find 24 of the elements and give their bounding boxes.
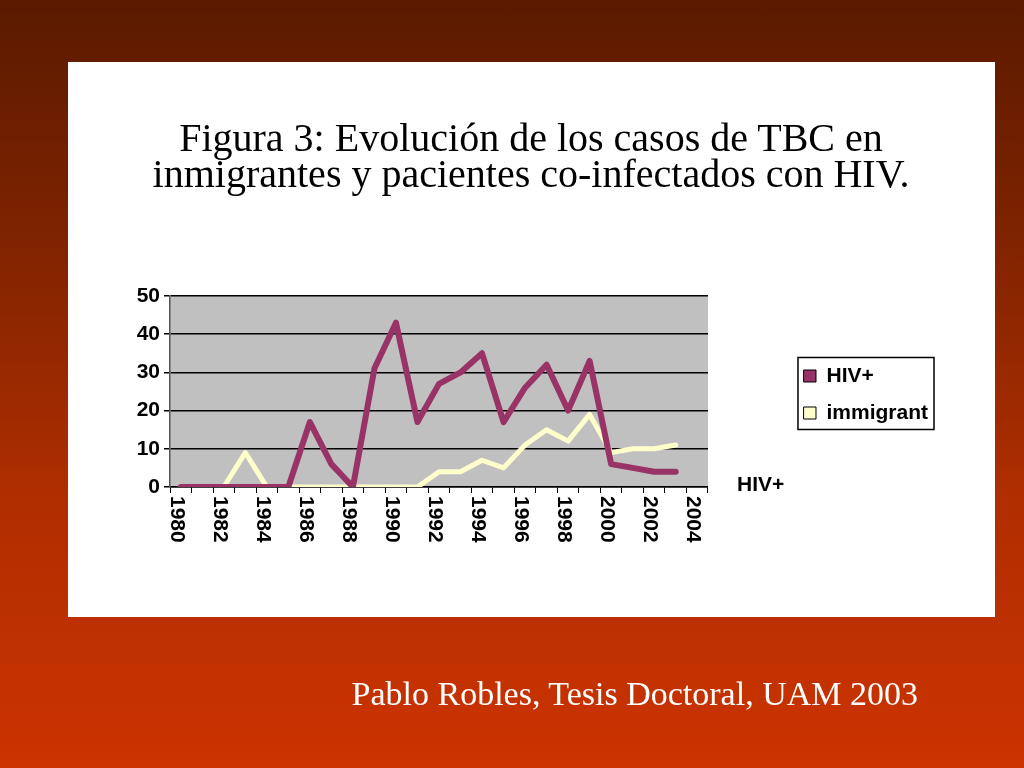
x-tick-label: 1996 (511, 496, 535, 543)
y-tick-label: 40 (136, 321, 160, 344)
x-tick-label: 1998 (554, 496, 578, 544)
x-tick-label: 1982 (210, 496, 233, 543)
x-tick-label: 1990 (382, 496, 406, 543)
x-tick-label: 2002 (640, 496, 664, 543)
x-tick-label: 2000 (597, 496, 621, 543)
legend-label: HIV+ (826, 362, 874, 386)
text: HIV+ (736, 471, 785, 495)
text: Pablo Robles, Tesis Doctoral, UAM 2003 (351, 675, 918, 713)
y-tick-label: 50 (136, 282, 160, 306)
x-tick-label: 2004 (683, 496, 707, 544)
x-tick-label: 1986 (296, 496, 320, 543)
y-tick-label: 10 (136, 435, 160, 459)
x-tick-label: 1980 (166, 496, 190, 543)
y-tick-label: 0 (148, 473, 160, 497)
x-tick-label: 1994 (468, 496, 492, 544)
x-tick-label: 1984 (253, 496, 277, 544)
legend-label: immigrant (826, 399, 929, 423)
y-tick-label: 20 (136, 397, 160, 421)
x-tick-label: 1988 (339, 496, 363, 544)
y-tick-label: 30 (136, 359, 160, 383)
chart-title: Figura 3: Evolución de los casos de TBC en inmigrantes y pacientes co-infectados con HIV. (151, 115, 911, 196)
x-tick-label: 1992 (425, 496, 449, 543)
